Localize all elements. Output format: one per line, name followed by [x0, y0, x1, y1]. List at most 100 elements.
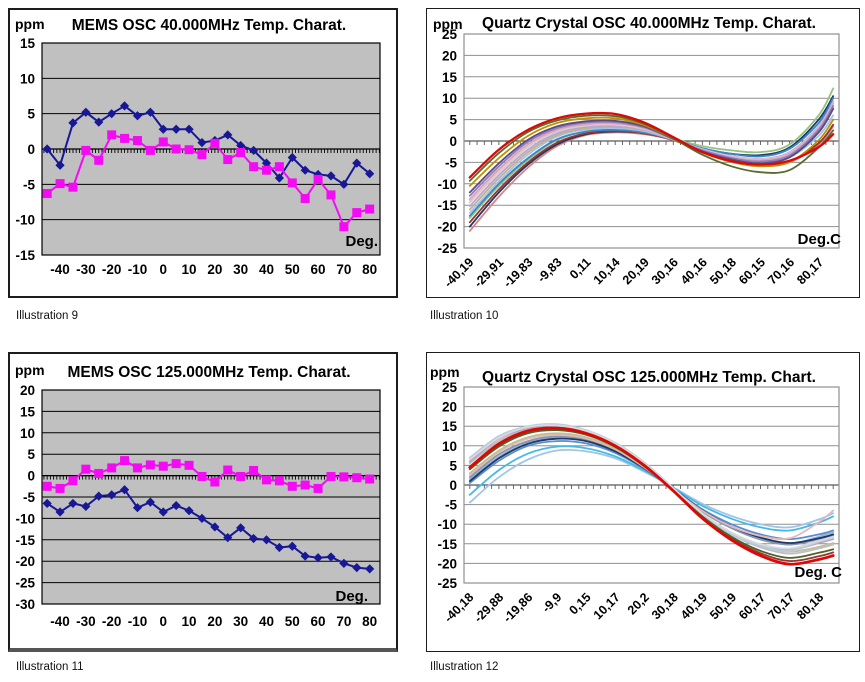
svg-text:-29,91: -29,91	[471, 255, 506, 290]
svg-text:30,16: 30,16	[649, 255, 681, 287]
svg-text:-25: -25	[437, 576, 457, 591]
svg-text:5: 5	[27, 107, 35, 122]
figure-caption: Illustration 11	[16, 661, 84, 673]
svg-text:30,18: 30,18	[649, 590, 681, 622]
svg-text:25: 25	[442, 27, 458, 42]
svg-text:50,19: 50,19	[707, 590, 739, 622]
figure-caption: Illustration 9	[16, 310, 79, 322]
svg-text:-20: -20	[102, 614, 122, 629]
svg-text:-5: -5	[23, 177, 35, 192]
svg-text:10,17: 10,17	[591, 590, 623, 622]
svg-text:-5: -5	[23, 490, 35, 505]
svg-text:-10: -10	[437, 177, 457, 192]
svg-text:0: 0	[160, 262, 168, 277]
svg-text:0: 0	[27, 469, 35, 484]
svg-text:0: 0	[449, 478, 457, 493]
svg-text:-9,9: -9,9	[539, 590, 564, 615]
svg-text:30: 30	[233, 614, 248, 629]
svg-text:-9,83: -9,83	[535, 255, 565, 285]
svg-text:0: 0	[27, 142, 35, 157]
svg-text:-40: -40	[50, 262, 70, 277]
quartz-40mhz-plot: -25 -20 -15 -10 -5 0 5 10 15 20 25 -40,19-29,91-19,…	[437, 27, 840, 290]
chart-card-mems-40mhz: -15 -10 -5 0 5 10 15 -40 -30 -20 -10 0 10 20 30 40 50 60 7…	[8, 8, 398, 298]
svg-text:10: 10	[20, 426, 35, 441]
svg-text:40,16: 40,16	[678, 255, 710, 287]
svg-text:-20: -20	[437, 556, 457, 571]
svg-text:20,19: 20,19	[620, 255, 652, 287]
svg-text:50: 50	[285, 262, 300, 277]
svg-text:50,18: 50,18	[707, 255, 739, 287]
svg-text:50: 50	[285, 614, 300, 629]
chart-title: MEMS OSC 125.000MHz Temp. Charat.	[67, 364, 351, 381]
svg-text:40,19: 40,19	[678, 590, 710, 622]
svg-text:20: 20	[442, 48, 457, 63]
svg-text:80,17: 80,17	[794, 255, 826, 287]
svg-text:-30: -30	[15, 597, 35, 612]
chart-card-mems-125mhz: -30 -25 -20 -15 -10 -5 0 5 10 15 20 -40 -30 -20 -10 0 10…	[8, 352, 398, 652]
svg-text:5: 5	[449, 458, 457, 473]
svg-text:5: 5	[27, 447, 35, 462]
y-axis-unit-label: ppm	[430, 364, 460, 380]
svg-text:70: 70	[336, 614, 351, 629]
svg-text:-20: -20	[15, 554, 35, 569]
svg-text:-10: -10	[437, 517, 457, 532]
svg-text:80,18: 80,18	[794, 590, 826, 622]
y-axis-unit-label: ppm	[15, 362, 45, 378]
mems-125mhz-plot: -30 -25 -20 -15 -10 -5 0 5 10 15 20 -40 -30 -20 -10 0 10…	[15, 383, 381, 629]
figure-caption: Illustration 10	[430, 310, 499, 322]
svg-text:80: 80	[362, 614, 377, 629]
svg-text:0,15: 0,15	[567, 590, 594, 617]
svg-text:-10: -10	[15, 213, 35, 228]
svg-text:-5: -5	[445, 498, 457, 513]
svg-text:-25: -25	[437, 241, 457, 256]
svg-text:-29,88: -29,88	[471, 590, 506, 625]
x-axis-unit-label: Deg.	[345, 233, 378, 250]
svg-text:-40,18: -40,18	[441, 590, 476, 625]
svg-text:20: 20	[207, 262, 222, 277]
y-axis-unit-label: ppm	[15, 16, 45, 32]
svg-text:-5: -5	[445, 155, 457, 170]
y-axis-unit-label: ppm	[433, 16, 463, 32]
svg-text:30: 30	[233, 262, 248, 277]
svg-text:-10: -10	[128, 262, 148, 277]
chart-card-quartz-40mhz: -25 -20 -15 -10 -5 0 5 10 15 20 25 -40,19 -29,91 -19,…	[426, 8, 860, 298]
svg-text:10: 10	[442, 91, 457, 106]
svg-text:-10: -10	[15, 511, 35, 526]
svg-text:20: 20	[207, 614, 222, 629]
x-axis-unit-label: Deg.	[335, 588, 368, 605]
svg-text:-20: -20	[437, 220, 457, 235]
svg-text:60,15: 60,15	[736, 255, 768, 287]
chart-title: MEMS OSC 40.000MHz Temp. Charat.	[71, 17, 347, 34]
svg-text:80: 80	[362, 262, 377, 277]
svg-text:10: 10	[182, 262, 197, 277]
chart-title: Quartz Crystal OSC 40.000MHz Temp. Chara…	[482, 15, 816, 32]
x-axis-unit-label: Deg. C	[794, 564, 842, 581]
svg-text:-15: -15	[437, 537, 457, 552]
svg-text:60: 60	[311, 262, 326, 277]
svg-text:70: 70	[336, 262, 351, 277]
x-axis-unit-label: Deg.C	[797, 231, 841, 248]
svg-text:-40: -40	[50, 614, 70, 629]
svg-text:10: 10	[20, 71, 35, 86]
svg-text:-40,19: -40,19	[441, 255, 476, 290]
svg-text:60,17: 60,17	[736, 590, 768, 622]
svg-text:20,2: 20,2	[625, 590, 652, 617]
chart-title: Quartz Crystal OSC 125.000MHz Temp. Char…	[482, 369, 816, 386]
svg-text:10: 10	[442, 439, 457, 454]
svg-text:60: 60	[311, 614, 326, 629]
svg-text:0: 0	[160, 614, 168, 629]
figure-caption: Illustration 12	[430, 661, 499, 673]
svg-text:-15: -15	[15, 533, 35, 548]
svg-text:10: 10	[182, 614, 197, 629]
svg-text:-15: -15	[15, 248, 35, 263]
svg-text:0,11: 0,11	[567, 255, 594, 282]
svg-text:-10: -10	[128, 614, 148, 629]
svg-text:15: 15	[20, 36, 36, 51]
svg-text:5: 5	[449, 113, 457, 128]
svg-text:-15: -15	[437, 198, 457, 213]
svg-text:0: 0	[449, 134, 457, 149]
chart-card-quartz-125mhz: -25 -20 -15 -10 -5 0 5 10 15 20 25 -40,18 -29,88 -19,…	[426, 352, 860, 652]
svg-text:-30: -30	[76, 262, 96, 277]
svg-text:40: 40	[259, 614, 274, 629]
